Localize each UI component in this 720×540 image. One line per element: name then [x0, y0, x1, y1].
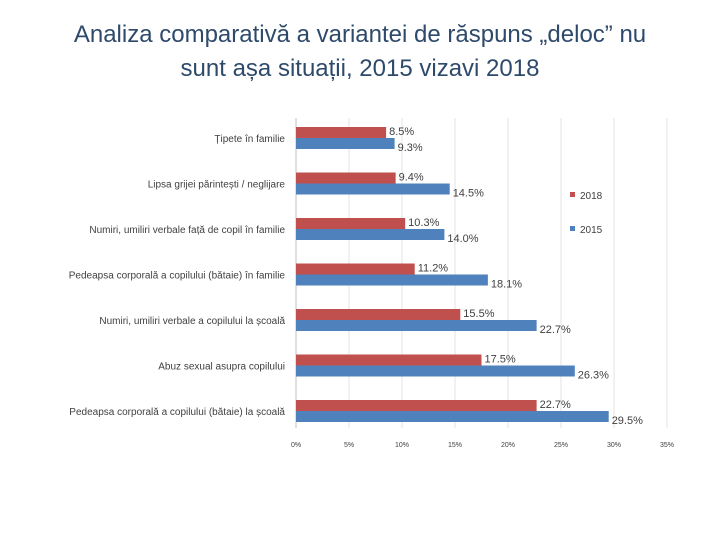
legend-marker-2015 — [570, 226, 575, 231]
title-line-2: sunt așa situații, 2015 vizavi 2018 — [180, 55, 540, 82]
category-label: Pedeapsa corporală a copilului (bătaie) … — [69, 407, 285, 418]
data-label-2018: 15.5% — [463, 308, 494, 320]
data-label-2018: 17.5% — [485, 354, 516, 366]
data-label-2015: 9.3% — [398, 142, 423, 154]
bar-2015 — [296, 320, 537, 331]
x-tick-label: 35% — [660, 442, 674, 449]
data-label-2018: 8.5% — [389, 126, 414, 138]
bar-2018 — [296, 172, 396, 184]
bar-2015 — [296, 411, 609, 422]
bar-2018 — [296, 354, 482, 366]
bar-2018 — [296, 400, 537, 411]
title-line-1: Analiza comparativă a variantei de răspu… — [73, 21, 647, 48]
bar-2018 — [296, 218, 406, 229]
bar-2015 — [296, 183, 450, 195]
chart-title: Analiza comparativă a variantei de răspu… — [0, 18, 720, 86]
data-label-2015: 29.5% — [612, 415, 643, 427]
x-tick-label: 15% — [448, 442, 462, 449]
x-tick-label: 5% — [344, 442, 354, 449]
x-tick-label: 10% — [395, 442, 409, 449]
data-label-2018: 9.4% — [399, 172, 424, 184]
legend-marker-2018 — [570, 192, 575, 197]
data-label-2018: 10.3% — [408, 217, 439, 229]
x-tick-label: 30% — [607, 442, 621, 449]
x-tick-label: 25% — [554, 442, 568, 449]
bar-2015 — [296, 138, 395, 149]
legend-label-2018: 2018 — [580, 191, 603, 202]
data-label-2015: 22.7% — [540, 324, 571, 336]
bar-2018 — [296, 309, 461, 320]
data-label-2018: 22.7% — [540, 399, 571, 411]
data-label-2018: 11.2% — [418, 263, 449, 275]
bar-2018 — [296, 127, 387, 138]
data-label-2015: 14.0% — [447, 233, 478, 245]
category-label: Lipsa grijei părintești / neglijare — [148, 180, 286, 191]
category-label: Numiri, umiliri verbale față de copil în… — [89, 225, 285, 236]
category-label: Pedeapsa corporală a copilului (bătaie) … — [69, 271, 286, 282]
bar-2015 — [296, 274, 488, 286]
bar-2015 — [296, 365, 575, 377]
category-label: Numiri, umiliri verbale a copilului la ș… — [99, 316, 285, 327]
x-tick-label: 0% — [291, 442, 301, 449]
data-label-2015: 26.3% — [578, 370, 609, 382]
legend-label-2015: 2015 — [580, 225, 603, 236]
data-label-2015: 14.5% — [453, 188, 484, 200]
x-tick-label: 20% — [501, 442, 515, 449]
category-label: Țipete în familie — [214, 134, 285, 145]
bar-2015 — [296, 229, 445, 240]
category-label: Abuz sexual asupra copilului — [158, 362, 285, 373]
data-label-2015: 18.1% — [491, 279, 522, 291]
bar-2018 — [296, 263, 415, 275]
